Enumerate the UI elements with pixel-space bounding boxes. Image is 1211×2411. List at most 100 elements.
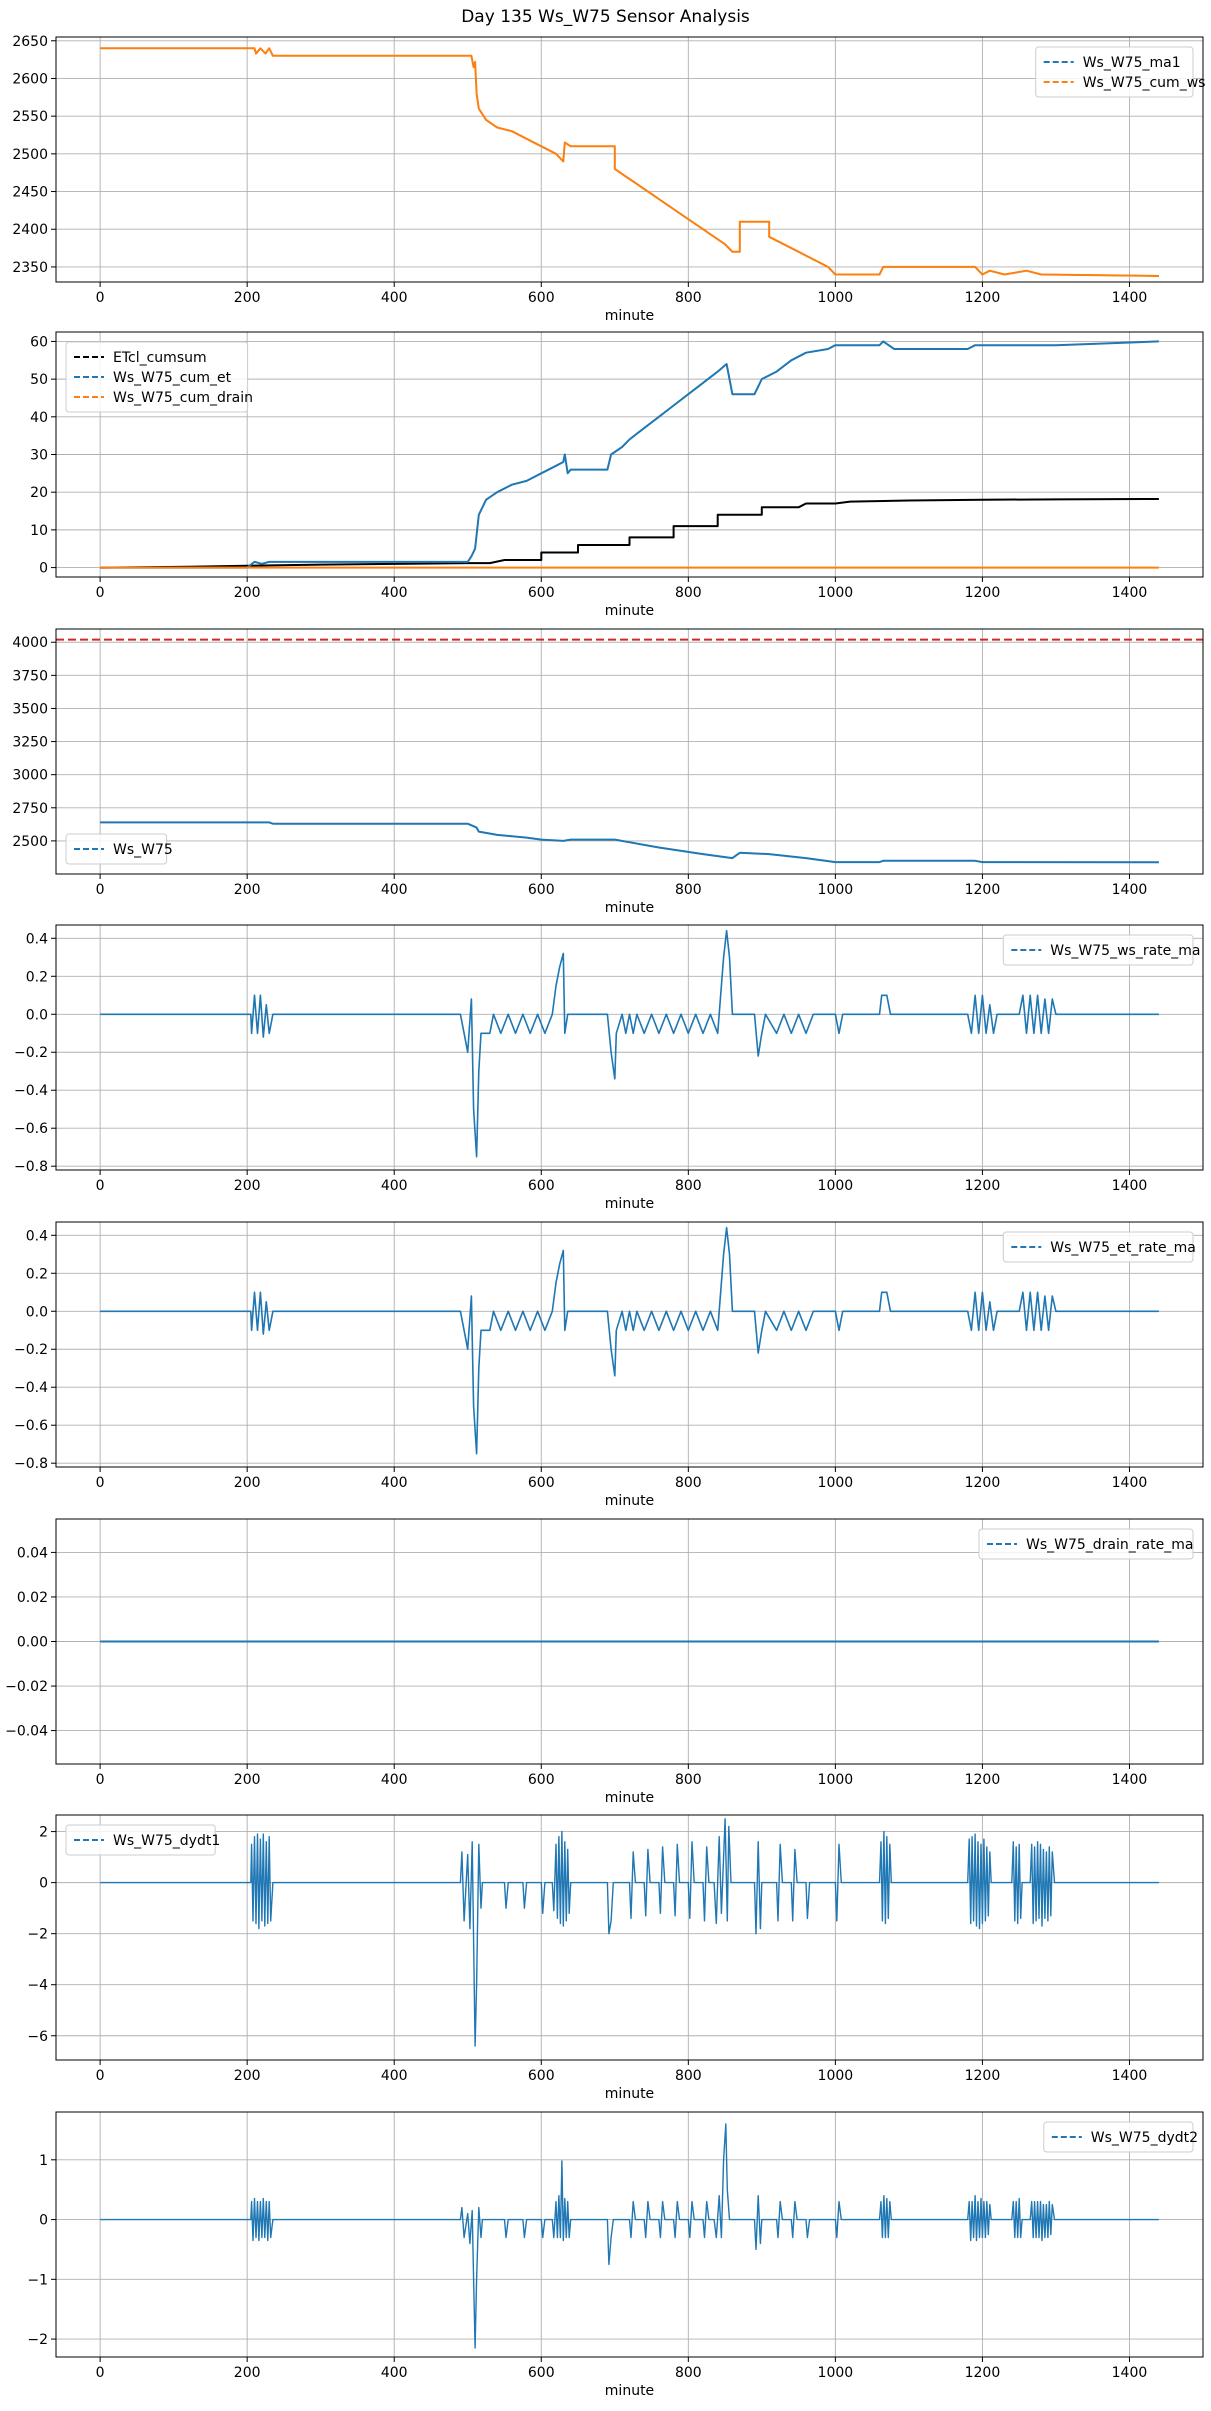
legend: Ws_W75 <box>65 833 173 865</box>
legend: Ws_W75_dydt2 <box>1043 2121 1198 2153</box>
legend-box <box>65 1824 216 1856</box>
axes-frame <box>55 1221 1204 1468</box>
y-tick-label: 0 <box>39 2213 48 2229</box>
y-tick-label: −0.6 <box>14 1121 48 1137</box>
legend: Ws_W75_drain_rate_ma <box>978 1528 1194 1560</box>
y-tick-label: 0.04 <box>17 1545 48 1561</box>
x-tick-label: 1400 <box>1112 290 1148 306</box>
x-tick-label: 1400 <box>1112 1178 1148 1194</box>
x-tick-label: 400 <box>381 1772 408 1788</box>
x-tick-label: 200 <box>234 290 261 306</box>
x-tick-label: 600 <box>528 2068 555 2084</box>
y-tick-label: 10 <box>30 523 48 539</box>
subplot-p1: 0 200 400 600 800 1000 1200 1400 2350 2400 2450 250… <box>12 34 1205 324</box>
series-line-Ws_W75 <box>100 821 1159 864</box>
subplot-p8: 0 200 400 600 800 1000 1200 1400 −2 −1 0 1 minute Ws_… <box>27 2111 1204 2399</box>
axes-frame <box>55 628 1204 875</box>
x-tick-label: 0 <box>96 1178 105 1194</box>
x-tick-label: 1400 <box>1112 2068 1148 2084</box>
series-line-Ws_W75_cum_et <box>100 340 1159 569</box>
x-tick-label: 200 <box>234 1772 261 1788</box>
x-tick-label: 1200 <box>965 882 1001 898</box>
x-tick-label: 800 <box>675 882 702 898</box>
y-tick-label: 50 <box>30 372 48 388</box>
y-tick-label: −2 <box>27 2332 48 2348</box>
x-tick-label: 800 <box>675 2068 702 2084</box>
x-axis-label: minute <box>605 900 654 916</box>
subplot-p3: 0 200 400 600 800 1000 1200 1400 2500 2750 3000 325… <box>12 628 1204 916</box>
axes-frame <box>55 924 1204 1171</box>
series-line-Ws_W75_dydt2 <box>100 2123 1159 2349</box>
y-tick-label: 2 <box>39 1825 48 1841</box>
y-tick-label: 3500 <box>12 701 48 717</box>
x-tick-label: 200 <box>234 2068 261 2084</box>
y-tick-label: −0.6 <box>14 1418 48 1434</box>
y-tick-label: 60 <box>30 334 48 350</box>
x-tick-label: 0 <box>96 1475 105 1491</box>
y-tick-label: 20 <box>30 485 48 501</box>
y-tick-label: 2400 <box>12 222 48 238</box>
y-tick-label: −0.2 <box>14 1045 48 1061</box>
x-tick-label: 400 <box>381 290 408 306</box>
x-tick-label: 400 <box>381 882 408 898</box>
x-tick-label: 1000 <box>818 882 854 898</box>
y-tick-label: 2600 <box>12 71 48 87</box>
x-tick-label: 0 <box>96 1772 105 1788</box>
y-tick-label: 0 <box>39 561 48 577</box>
x-tick-label: 400 <box>381 1178 408 1194</box>
x-tick-label: 800 <box>675 290 702 306</box>
y-tick-label: 0 <box>39 1876 48 1892</box>
x-axis-label: minute <box>605 1790 654 1806</box>
x-tick-label: 400 <box>381 2365 408 2381</box>
x-tick-label: 1000 <box>818 2068 854 2084</box>
legend-label: Ws_W75 <box>113 842 173 858</box>
y-tick-label: 0.0 <box>26 1304 48 1320</box>
x-tick-label: 1200 <box>965 2068 1001 2084</box>
x-tick-label: 1000 <box>818 585 854 601</box>
y-tick-label: −0.2 <box>14 1342 48 1358</box>
x-tick-label: 1200 <box>965 1475 1001 1491</box>
y-tick-label: 4000 <box>12 635 48 651</box>
y-tick-label: 2550 <box>12 109 48 125</box>
legend-box <box>1043 2121 1194 2153</box>
axes-frame <box>55 2111 1204 2358</box>
x-tick-label: 600 <box>528 2365 555 2381</box>
x-tick-label: 600 <box>528 1178 555 1194</box>
y-tick-label: 2750 <box>12 801 48 817</box>
y-tick-label: 0.4 <box>26 1228 48 1244</box>
x-axis-label: minute <box>605 1493 654 1509</box>
x-axis-label: minute <box>605 2383 654 2399</box>
x-tick-label: 200 <box>234 1178 261 1194</box>
y-tick-label: −6 <box>27 2029 48 2045</box>
y-tick-label: 2500 <box>12 147 48 163</box>
y-tick-label: −0.8 <box>14 1159 48 1175</box>
legend-box <box>1035 46 1194 98</box>
x-tick-label: 800 <box>675 2365 702 2381</box>
x-tick-label: 800 <box>675 585 702 601</box>
y-tick-label: 2450 <box>12 185 48 201</box>
subplot-p7: 0 200 400 600 800 1000 1200 1400 −6 −4 −2 0 2 minute W… <box>27 1814 1204 2102</box>
y-tick-label: 0.2 <box>26 969 48 985</box>
x-axis-label: minute <box>605 2086 654 2102</box>
x-tick-label: 200 <box>234 882 261 898</box>
legend-label: Ws_W75_ma1 <box>1083 55 1181 71</box>
x-tick-label: 200 <box>234 2365 261 2381</box>
legend-box <box>978 1528 1194 1560</box>
x-tick-label: 600 <box>528 1475 555 1491</box>
y-tick-label: 2350 <box>12 260 48 276</box>
series-line-Ws_W75_ma1 <box>100 47 1159 277</box>
x-tick-label: 200 <box>234 1475 261 1491</box>
legend-label: Ws_W75_ws_rate_ma <box>1050 943 1200 959</box>
y-tick-label: 3250 <box>12 735 48 751</box>
y-tick-label: 0.0 <box>26 1007 48 1023</box>
x-tick-label: 1200 <box>965 1772 1001 1788</box>
figure-title: Day 135 Ws_W75 Sensor Analysis <box>461 7 750 27</box>
x-tick-label: 1400 <box>1112 1475 1148 1491</box>
legend-label: Ws_W75_cum_ws <box>1083 75 1206 91</box>
y-tick-label: 1 <box>39 2153 48 2169</box>
x-tick-label: 600 <box>528 1772 555 1788</box>
y-tick-label: 40 <box>30 410 48 426</box>
x-axis-label: minute <box>605 1196 654 1212</box>
legend-label: Ws_W75_dydt1 <box>113 1833 220 1849</box>
series-line-Ws_W75_dydt1 <box>100 1818 1159 2047</box>
